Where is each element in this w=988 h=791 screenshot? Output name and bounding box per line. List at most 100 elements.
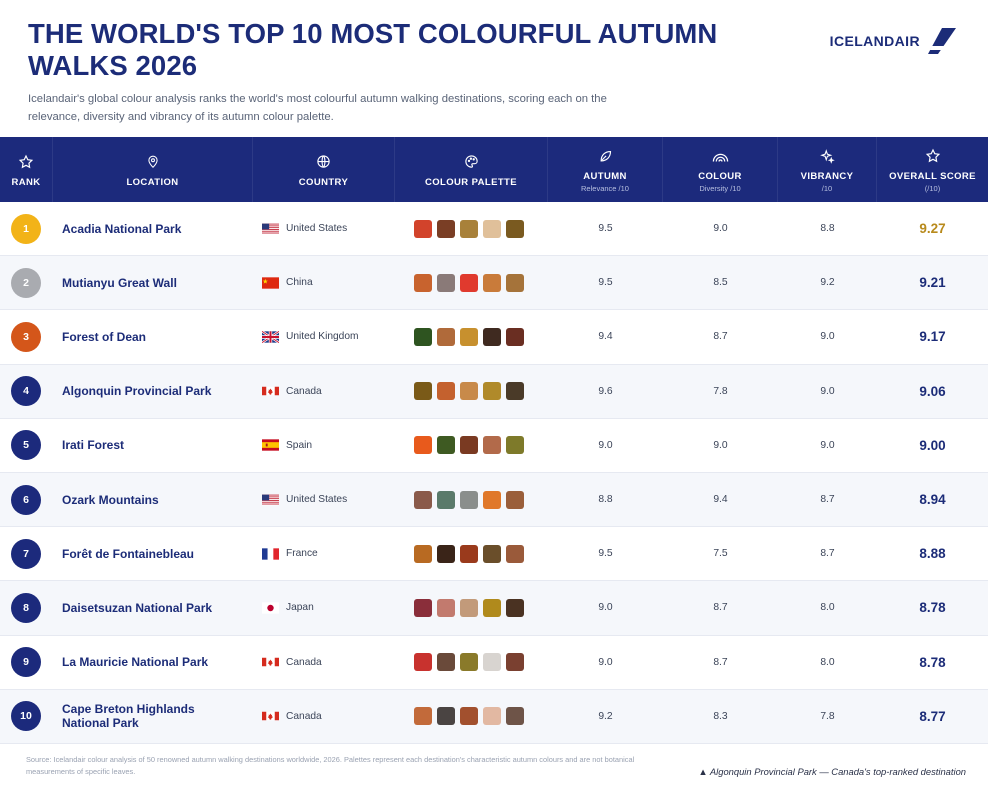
colour-score-cell: 9.4 xyxy=(663,473,778,526)
colour-swatch xyxy=(460,490,478,509)
flag-ca-icon xyxy=(262,385,279,397)
column-label: COLOUR xyxy=(698,171,742,182)
colour-swatch xyxy=(506,544,524,563)
rank-badge: 8 xyxy=(11,592,41,623)
colour-swatch xyxy=(483,490,501,509)
colour-swatch xyxy=(460,653,478,672)
flag-us-icon xyxy=(262,494,279,506)
colour-score: 8.7 xyxy=(713,331,728,343)
rank-cell: 1 xyxy=(0,202,53,255)
star-outline-icon xyxy=(925,146,941,166)
colour-score: 9.4 xyxy=(713,494,728,506)
rank-badge: 6 xyxy=(11,484,41,515)
colour-swatch xyxy=(483,382,501,401)
rainbow-icon xyxy=(712,146,729,166)
rank-cell: 9 xyxy=(0,636,53,689)
overall-score: 8.88 xyxy=(919,546,946,562)
overall-score: 8.78 xyxy=(919,654,946,670)
location-cell: Algonquin Provincial Park xyxy=(53,365,253,418)
column-label: LOCATION xyxy=(126,176,179,188)
vibrancy-score-cell: 8.8 xyxy=(778,202,877,255)
vibrancy-score-cell: 8.7 xyxy=(778,527,877,580)
colour-palette xyxy=(395,527,548,580)
colour-score-cell: 8.5 xyxy=(663,256,778,309)
table-row: 4 Algonquin Provincial Park Canada 9.6 7.8 9.… xyxy=(0,364,988,419)
vibrancy-score-cell: 9.2 xyxy=(778,256,877,309)
colour-score-cell: 7.8 xyxy=(663,365,778,418)
colour-swatch xyxy=(437,707,455,726)
colour-palette xyxy=(395,473,548,526)
country-cell: United States xyxy=(253,202,395,255)
column-label: AUTUMN xyxy=(583,171,627,182)
autumn-score: 9.5 xyxy=(598,548,613,560)
autumn-score-cell: 8.8 xyxy=(548,473,663,526)
colour-score: 8.7 xyxy=(713,602,728,614)
page-subtitle: Icelandair's global colour analysis rank… xyxy=(28,93,607,123)
vibrancy-score: 8.7 xyxy=(820,494,835,506)
colour-swatch xyxy=(483,707,501,726)
vibrancy-score: 9.0 xyxy=(820,385,835,397)
colour-swatch xyxy=(506,598,524,617)
colour-swatch xyxy=(483,598,501,617)
table-row: 3 Forest of Dean United Kingdom 9.4 8.7 9.0 9.… xyxy=(0,310,988,365)
colour-swatch xyxy=(437,327,455,346)
colour-score-cell: 8.7 xyxy=(663,310,778,363)
overall-score-cell: 8.78 xyxy=(877,581,988,634)
logo-wing-icon xyxy=(928,28,956,54)
autumn-score: 9.6 xyxy=(598,385,613,397)
country-name: Spain xyxy=(286,439,313,451)
rank-badge: 10 xyxy=(11,701,41,732)
location-name: Forest of Dean xyxy=(62,329,147,344)
column-header-autumn-relevance: AUTUMN Relevance /10 xyxy=(548,137,663,202)
overall-score: 8.77 xyxy=(919,708,946,724)
location-name: Acadia National Park xyxy=(62,221,182,236)
location-name: Daisetsuzan National Park xyxy=(62,600,213,615)
country-name: China xyxy=(286,277,313,289)
colour-swatch xyxy=(437,653,455,672)
colour-swatch xyxy=(414,327,432,346)
colour-swatch xyxy=(460,707,478,726)
colour-palette xyxy=(395,310,548,363)
colour-swatch xyxy=(506,490,524,509)
column-label: VIBRANCY xyxy=(800,171,854,182)
flag-gb-icon xyxy=(262,330,279,343)
country-cell: Canada xyxy=(253,365,395,418)
table-row: 2 Mutianyu Great Wall China 9.5 8.5 9.2 9.21 xyxy=(0,256,988,311)
overall-score-cell: 9.17 xyxy=(877,310,988,363)
column-header-overall-score: OVERALL SCORE (/10) xyxy=(877,137,988,202)
colour-swatch xyxy=(437,382,455,401)
table-row: 10 Cape Breton Highlands National Park Can… xyxy=(0,689,988,744)
column-label: RANK xyxy=(11,176,41,188)
rank-cell: 2 xyxy=(0,256,53,309)
autumn-score: 9.4 xyxy=(598,331,613,343)
country-name: Canada xyxy=(286,385,322,397)
country-name: Japan xyxy=(286,602,314,614)
vibrancy-score-cell: 9.0 xyxy=(778,365,877,418)
country-name: United Kingdom xyxy=(286,331,359,343)
column-label: OVERALL SCORE xyxy=(889,171,976,182)
location-cell: Acadia National Park xyxy=(53,202,253,255)
country-cell: France xyxy=(253,527,395,580)
country-name: United States xyxy=(286,494,348,506)
colour-score: 9.0 xyxy=(713,223,728,235)
location-name: Irati Forest xyxy=(62,438,125,453)
country-name: France xyxy=(286,548,318,560)
table-body: 1 Acadia National Park United States 9.5 9.0… xyxy=(0,202,988,744)
country-cell: Canada xyxy=(253,690,395,743)
location-cell: Irati Forest xyxy=(53,419,253,472)
vibrancy-score: 8.0 xyxy=(820,602,835,614)
location-cell: Forêt de Fontainebleau xyxy=(53,527,253,580)
colour-score: 8.3 xyxy=(713,710,728,722)
colour-palette xyxy=(395,636,548,689)
sparkle-icon xyxy=(819,146,835,166)
overall-score: 9.00 xyxy=(919,437,946,453)
vibrancy-score: 8.0 xyxy=(820,656,835,668)
location-name: Ozark Mountains xyxy=(62,492,159,507)
rank-badge: 2 xyxy=(11,267,41,298)
flag-es-icon xyxy=(262,439,279,452)
country-name: Canada xyxy=(286,710,322,722)
column-sublabel: (/10) xyxy=(924,184,941,193)
autumn-score: 9.0 xyxy=(598,439,613,451)
location-cell: Forest of Dean xyxy=(53,310,253,363)
autumn-score: 9.0 xyxy=(598,656,613,668)
